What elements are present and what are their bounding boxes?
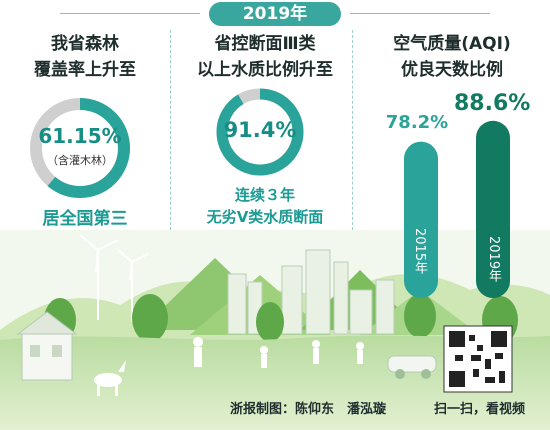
bar-2019 xyxy=(476,120,510,298)
air-title-line1: 空气质量(AQI) xyxy=(393,34,511,54)
year-badge: 2019年 xyxy=(209,2,341,26)
bar-2019-category-label: 2019年 xyxy=(486,236,501,283)
water-ring-value xyxy=(216,88,304,176)
qr-code xyxy=(443,325,513,393)
forest-note: （含灌木林） xyxy=(47,154,113,167)
deer xyxy=(94,360,126,396)
water-value-label: 91.4% xyxy=(223,118,297,142)
people-silhouettes xyxy=(193,337,364,368)
bar-2015 xyxy=(404,141,438,298)
header-rule-right xyxy=(350,13,490,14)
panel-divider-1 xyxy=(170,30,171,230)
air-title-line2: 优良天数比例 xyxy=(401,60,503,80)
header-rule-left xyxy=(60,13,200,14)
forest-ring-value xyxy=(30,98,130,198)
water-title-line2: 以上水质比例升至 xyxy=(197,60,333,80)
car xyxy=(387,355,437,379)
forest-rank: 居全国第三 xyxy=(42,209,128,229)
scan-label: 扫一扫，看视频 xyxy=(434,402,526,417)
bar-2019-value-label: 88.6% xyxy=(454,90,531,116)
water-footnote-line2: 无劣Ⅴ类水质断面 xyxy=(206,208,324,226)
house xyxy=(16,311,78,381)
forest-title-line2: 覆盖率上升至 xyxy=(34,60,136,80)
panel-divider-2 xyxy=(352,30,353,230)
water-title-line1: 省控断面Ⅲ类 xyxy=(214,34,316,54)
forest-title-line1: 我省森林 xyxy=(51,34,119,54)
forest-value-label: 61.15% xyxy=(38,124,122,148)
wind-turbines xyxy=(79,234,149,322)
water-footnote-line1: 连续３年 xyxy=(234,186,295,204)
credit-line: 浙报制图：陈仰东 潘泓璇 xyxy=(230,402,387,417)
bar-2015-category-label: 2015年 xyxy=(412,228,427,275)
city-buildings xyxy=(227,249,395,335)
bar-2015-value-label: 78.2% xyxy=(385,111,449,133)
